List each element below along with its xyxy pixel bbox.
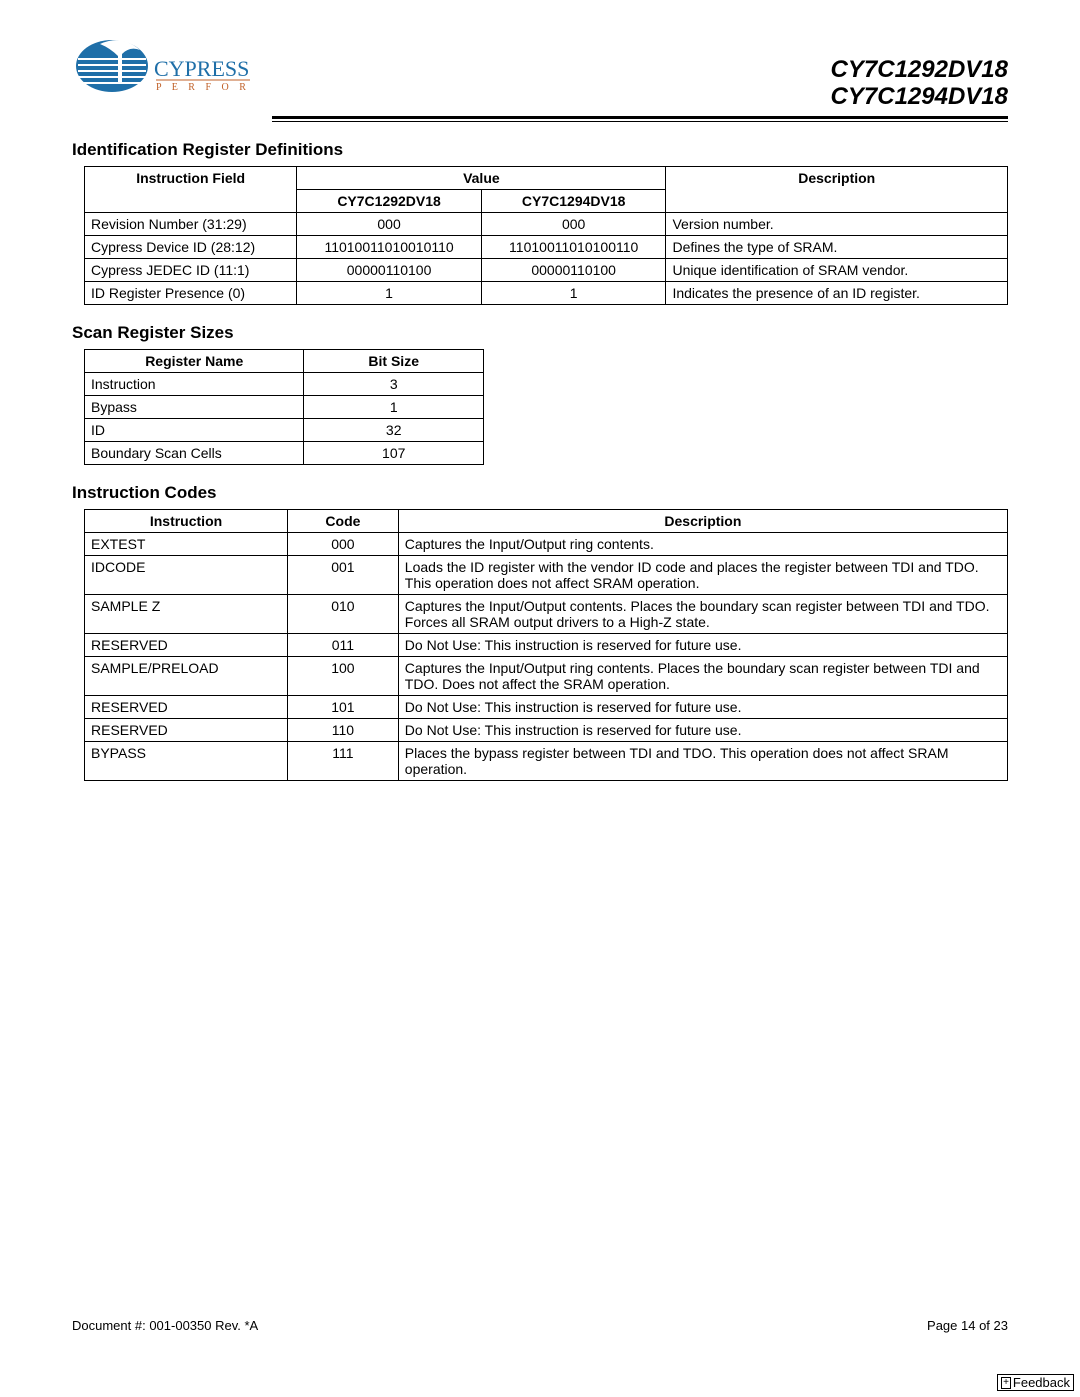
svg-text:CYPRESS: CYPRESS [154,56,249,81]
section-title-instruction-codes: Instruction Codes [72,483,1008,503]
id-register-table: Instruction Field Value Description CY7C… [84,166,1008,305]
table-row: IDCODE001Loads the ID register with the … [85,556,1008,595]
cell-instruction: RESERVED [85,696,288,719]
header-rule-thin [272,121,1008,122]
cell-field: Cypress Device ID (28:12) [85,236,297,259]
cell-reg-name: Instruction [85,373,304,396]
cell-code: 100 [288,657,399,696]
instruction-codes-table: Instruction Code Description EXTEST000Ca… [84,509,1008,781]
cell-bit-size: 32 [304,419,484,442]
cell-instruction: RESERVED [85,634,288,657]
cell-value1: 00000110100 [297,259,482,282]
table-row: Revision Number (31:29)000000Version num… [85,213,1008,236]
th-part2: CY7C1294DV18 [481,190,666,213]
th-instruction-field: Instruction Field [85,167,297,213]
cell-instruction: SAMPLE Z [85,595,288,634]
section-title-id-registers: Identification Register Definitions [72,140,1008,160]
table-row: ID32 [85,419,484,442]
part-number-1: CY7C1292DV18 [831,57,1008,83]
cell-value2: 11010011010100110 [481,236,666,259]
cypress-logo: CYPRESS P E R F O R M [72,36,252,110]
cell-desc: Captures the Input/Output ring contents.… [398,657,1007,696]
th-part1: CY7C1292DV18 [297,190,482,213]
cell-value2: 00000110100 [481,259,666,282]
cell-desc: Defines the type of SRAM. [666,236,1008,259]
th-bit-size: Bit Size [304,350,484,373]
cell-code: 101 [288,696,399,719]
cell-value1: 11010011010010110 [297,236,482,259]
table-row: SAMPLE/PRELOAD100Captures the Input/Outp… [85,657,1008,696]
feedback-label: Feedback [1013,1375,1070,1390]
cell-field: Revision Number (31:29) [85,213,297,236]
table-row: RESERVED110Do Not Use: This instruction … [85,719,1008,742]
svg-text:P E R F O R M: P E R F O R M [156,82,252,93]
table-row: EXTEST000Captures the Input/Output ring … [85,533,1008,556]
cell-desc: Loads the ID register with the vendor ID… [398,556,1007,595]
th-code: Code [288,510,399,533]
cell-desc: Do Not Use: This instruction is reserved… [398,634,1007,657]
cell-reg-name: ID [85,419,304,442]
cell-value1: 1 [297,282,482,305]
cell-code: 000 [288,533,399,556]
plus-icon: + [1001,1377,1011,1389]
cell-reg-name: Boundary Scan Cells [85,442,304,465]
cell-instruction: RESERVED [85,719,288,742]
cell-bit-size: 1 [304,396,484,419]
table-row: RESERVED011Do Not Use: This instruction … [85,634,1008,657]
table-row: RESERVED101Do Not Use: This instruction … [85,696,1008,719]
cell-instruction: SAMPLE/PRELOAD [85,657,288,696]
cell-desc: Captures the Input/Output ring contents. [398,533,1007,556]
cell-desc: Version number. [666,213,1008,236]
document-number: Document #: 001-00350 Rev. *A [72,1318,258,1333]
cell-field: ID Register Presence (0) [85,282,297,305]
cell-desc: Unique identification of SRAM vendor. [666,259,1008,282]
cell-desc: Captures the Input/Output contents. Plac… [398,595,1007,634]
cell-desc: Do Not Use: This instruction is reserved… [398,696,1007,719]
th-instruction: Instruction [85,510,288,533]
cell-code: 111 [288,742,399,781]
feedback-button[interactable]: + Feedback [997,1374,1074,1391]
section-title-scan-sizes: Scan Register Sizes [72,323,1008,343]
cell-desc: Do Not Use: This instruction is reserved… [398,719,1007,742]
table-row: Cypress Device ID (28:12)110100110100101… [85,236,1008,259]
table-row: Instruction3 [85,373,484,396]
cell-code: 110 [288,719,399,742]
cell-value1: 000 [297,213,482,236]
cell-code: 011 [288,634,399,657]
cell-value2: 1 [481,282,666,305]
scan-register-table: Register Name Bit Size Instruction3Bypas… [84,349,484,465]
table-row: Cypress JEDEC ID (11:1)00000110100000001… [85,259,1008,282]
table-row: SAMPLE Z010Captures the Input/Output con… [85,595,1008,634]
header-rule [272,116,1008,119]
table-row: BYPASS111Places the bypass register betw… [85,742,1008,781]
page-number: Page 14 of 23 [927,1318,1008,1333]
part-number-2: CY7C1294DV18 [831,84,1008,110]
th-description: Description [666,167,1008,213]
cell-bit-size: 107 [304,442,484,465]
cell-code: 001 [288,556,399,595]
cell-instruction: EXTEST [85,533,288,556]
page-footer: Document #: 001-00350 Rev. *A Page 14 of… [72,1318,1008,1333]
table-row: ID Register Presence (0)11Indicates the … [85,282,1008,305]
th-register-name: Register Name [85,350,304,373]
cell-value2: 000 [481,213,666,236]
th-desc: Description [398,510,1007,533]
table-row: Boundary Scan Cells107 [85,442,484,465]
cell-instruction: IDCODE [85,556,288,595]
cell-desc: Places the bypass register between TDI a… [398,742,1007,781]
cell-bit-size: 3 [304,373,484,396]
part-number-block: CY7C1292DV18 CY7C1294DV18 [831,57,1008,110]
cell-instruction: BYPASS [85,742,288,781]
cell-desc: Indicates the presence of an ID register… [666,282,1008,305]
cell-reg-name: Bypass [85,396,304,419]
cell-code: 010 [288,595,399,634]
cell-field: Cypress JEDEC ID (11:1) [85,259,297,282]
table-row: Bypass1 [85,396,484,419]
page-header: CYPRESS P E R F O R M CY7C1292DV18 CY7C1… [72,36,1008,110]
th-value: Value [297,167,666,190]
